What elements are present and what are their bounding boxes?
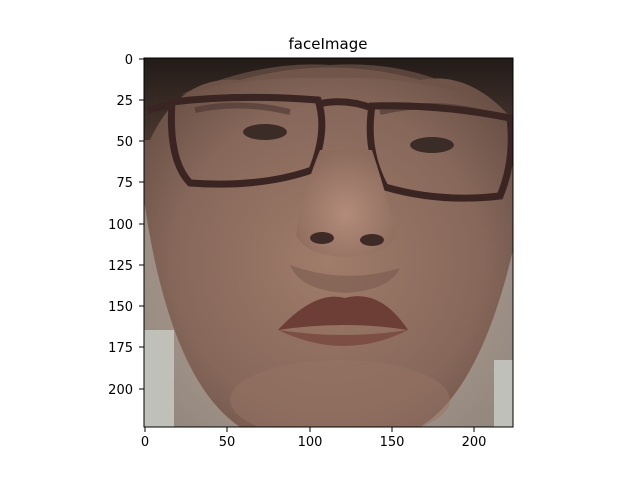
y-axis: 0 25 50 75 100 125 150 175 200 xyxy=(108,53,144,398)
y-tick-label: 100 xyxy=(108,218,133,233)
chart-title: faceImage xyxy=(289,35,368,53)
image-frame xyxy=(143,57,514,428)
x-tick-label: 100 xyxy=(298,435,323,450)
y-tick-label: 125 xyxy=(108,259,133,274)
y-tick-label: 150 xyxy=(108,300,133,315)
y-tick-label: 50 xyxy=(116,135,133,150)
x-axis: 0 50 100 150 200 xyxy=(141,427,487,450)
face-image xyxy=(144,58,513,427)
y-tick-label: 75 xyxy=(116,176,133,191)
x-tick-label: 200 xyxy=(462,435,487,450)
y-tick-label: 25 xyxy=(116,94,133,109)
x-tick-label: 150 xyxy=(380,435,405,450)
y-tick-label: 175 xyxy=(108,341,133,356)
x-tick-label: 50 xyxy=(219,435,236,450)
y-tick-label: 200 xyxy=(108,383,133,398)
x-tick-label: 0 xyxy=(141,435,149,450)
y-tick-label: 0 xyxy=(125,53,133,68)
